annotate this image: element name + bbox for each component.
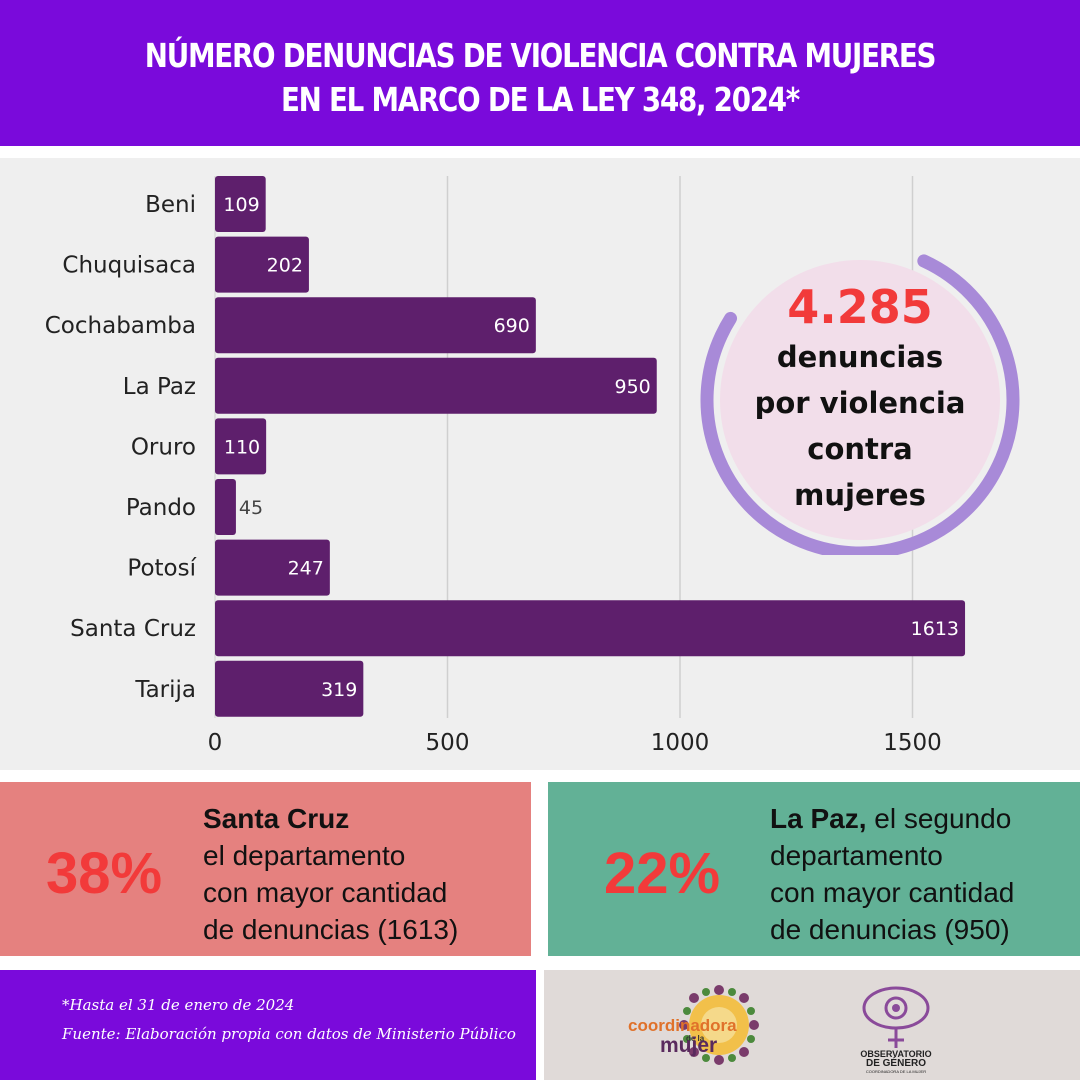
category-label-5: Pando (126, 495, 196, 521)
chart-title-line-1: NÚMERO DENUNCIAS DE VIOLENCIA CONTRA MUJ… (144, 36, 937, 75)
bar-4 (215, 418, 267, 475)
total-circle-fill (720, 260, 1000, 540)
bar-value-label-6: 247 (288, 558, 324, 580)
observatorio-logo-icon (862, 986, 930, 1048)
category-label-8: Tarija (134, 677, 196, 703)
bar-1 (215, 236, 309, 293)
bar-value-label-5: 45 (239, 497, 263, 519)
stat-bold-right: La Paz, (770, 803, 867, 834)
bar-value-label-3: 950 (614, 376, 650, 398)
bar-3 (215, 357, 657, 414)
logo-observatorio-line-2: DE GÉNERO (865, 1058, 926, 1069)
bar-value-label-8: 319 (321, 679, 357, 701)
logo-observatorio-line-1: OBSERVATORIO (860, 1049, 932, 1059)
x-tick-label-0: 0 (208, 730, 223, 756)
bar-0 (215, 176, 266, 232)
stat-left-line-4: de denuncias (1613) (203, 914, 459, 945)
total-description: denuncias por violencia contra mujeres (720, 334, 1000, 518)
stat-left-line-2: el departamento (203, 840, 406, 871)
bar-value-label-2: 690 (494, 315, 530, 337)
stat-percent-left: 38% (46, 841, 163, 906)
stat-left-line-3: con mayor cantidad (203, 877, 448, 908)
footer-notes: *Hasta el 31 de enero de 2024 Fuente: El… (0, 970, 536, 1080)
bar-value-label-1: 202 (267, 255, 303, 277)
coordinadora-logo-icon (679, 985, 759, 1065)
category-label-1: Chuquisaca (62, 253, 196, 279)
total-ring-arc (700, 245, 1020, 555)
x-tick-label-1000: 1000 (651, 730, 710, 756)
bar-value-label-4: 110 (224, 436, 260, 458)
total-line-3: contra (807, 432, 913, 466)
total-ring-graphic (700, 245, 1020, 555)
header-banner: NÚMERO DENUNCIAS DE VIOLENCIA CONTRA MUJ… (0, 0, 1080, 146)
category-label-7: Santa Cruz (70, 616, 196, 642)
bar-value-label-0: 109 (223, 194, 259, 216)
x-tick-label-500: 500 (426, 730, 470, 756)
total-line-4: mujeres (794, 478, 926, 512)
bar-6 (215, 539, 330, 596)
category-label-2: Cochabamba (45, 313, 196, 339)
stat-card-santa-cruz: 38% Santa Cruz el departamento con mayor… (0, 782, 531, 956)
total-line-1: denuncias (776, 340, 944, 374)
footnote-date: *Hasta el 31 de enero de 2024 (62, 996, 295, 1014)
logo-coordinadora-mujer: mujer (660, 1034, 718, 1057)
x-tick-label-1500: 1500 (883, 730, 942, 756)
footnote-source: Fuente: Elaboración propia con datos de … (62, 1025, 516, 1043)
stat-card-la-paz: 22% La Paz, el segundo departamento con … (548, 782, 1080, 956)
stat-right-line-1-rest: el segundo (866, 803, 1012, 834)
chart-title-line-2: EN EL MARCO DE LA LEY 348, 2024* (280, 80, 800, 119)
stat-right-line-3: con mayor cantidad (770, 877, 1015, 908)
bar-5 (215, 479, 236, 535)
bar-chart: 0 500 1000 1500 Beni 109 Chuquisaca 202 Cochabam… (45, 176, 966, 756)
stat-text-left: Santa Cruz el departamento con mayor can… (203, 800, 458, 948)
category-label-3: La Paz (123, 374, 196, 400)
bar-value-label-7: 1613 (911, 618, 959, 640)
bar-7 (215, 600, 966, 657)
stat-right-line-4: de denuncias (950) (770, 914, 1010, 945)
logo-observatorio-line-3: COORDINADORA DE LA MUJER (865, 1069, 927, 1074)
logo-coordinadora-word: coordinadora (628, 1016, 737, 1035)
total-line-2: por violencia (754, 386, 966, 420)
bar-8 (215, 660, 364, 717)
category-label-0: Beni (145, 192, 196, 218)
logo-coordinadora-dela: de la (686, 1034, 705, 1043)
category-label-4: Oruro (131, 434, 196, 460)
stat-right-line-2: departamento (770, 840, 943, 871)
stat-text-right: La Paz, el segundo departamento con mayo… (770, 800, 1014, 948)
stat-percent-right: 22% (604, 841, 721, 906)
bar-2 (215, 297, 536, 354)
stat-bold-left: Santa Cruz (203, 803, 350, 834)
footer-logos: coordinadora de la mujer OBSERVATORIO DE… (544, 970, 1080, 1080)
total-number: 4.285 (787, 280, 933, 334)
category-label-6: Potosí (127, 556, 196, 582)
